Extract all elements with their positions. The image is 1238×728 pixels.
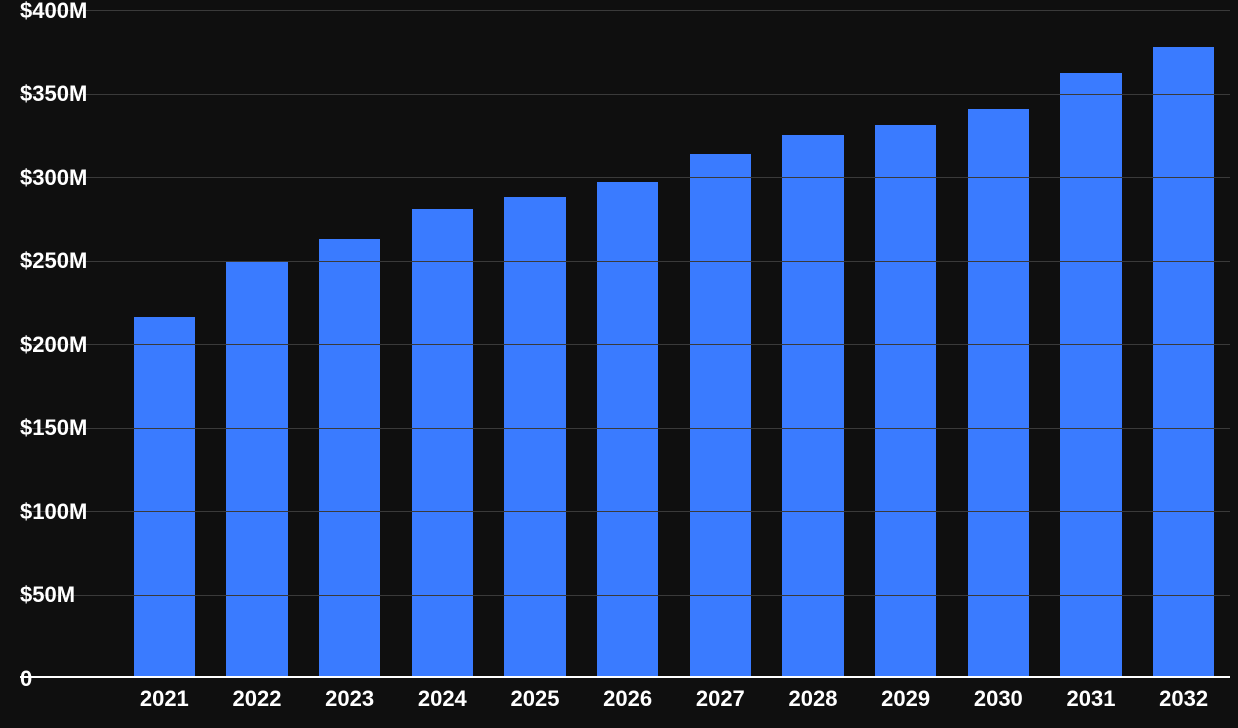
x-tick-label: 2030 — [974, 686, 1023, 712]
gridline — [20, 595, 1230, 596]
y-tick-label: $150M — [20, 415, 87, 441]
x-tick-label: 2021 — [140, 686, 189, 712]
y-tick-label: $400M — [20, 0, 87, 24]
bar — [134, 317, 195, 678]
x-tick-label: 2024 — [418, 686, 467, 712]
bar — [690, 154, 751, 678]
bar — [412, 209, 473, 678]
x-tick-label: 2025 — [511, 686, 560, 712]
bar — [504, 197, 565, 678]
x-axis-line — [20, 676, 1230, 678]
gridline — [20, 177, 1230, 178]
x-tick-label: 2032 — [1159, 686, 1208, 712]
bar-chart: 0 $50M $100M $150M $200M $250M $300M $350M $400M… — [0, 0, 1238, 728]
x-tick-label: 2031 — [1067, 686, 1116, 712]
y-tick-label: $250M — [20, 248, 87, 274]
bar — [319, 239, 380, 678]
y-tick-label: $200M — [20, 332, 87, 358]
gridline — [20, 511, 1230, 512]
x-tick-label: 2027 — [696, 686, 745, 712]
x-tick-label: 2028 — [789, 686, 838, 712]
x-tick-label: 2023 — [325, 686, 374, 712]
gridline — [20, 344, 1230, 345]
gridline — [20, 10, 1230, 11]
bar — [782, 135, 843, 678]
x-tick-label: 2022 — [233, 686, 282, 712]
bar — [1060, 73, 1121, 678]
gridline — [20, 94, 1230, 95]
x-tick-label: 2029 — [881, 686, 930, 712]
y-tick-label: $350M — [20, 81, 87, 107]
x-tick-label: 2026 — [603, 686, 652, 712]
bar — [1153, 47, 1214, 678]
gridline — [20, 428, 1230, 429]
y-tick-label: $100M — [20, 499, 87, 525]
plot-area: 0$50M$100M$150M$200M$250M$300M$350M$400M… — [20, 10, 1230, 678]
y-tick-label: 0 — [20, 666, 32, 692]
bar — [968, 109, 1029, 678]
y-tick-label: $50M — [20, 582, 75, 608]
y-tick-label: $300M — [20, 165, 87, 191]
bar — [597, 182, 658, 678]
bar — [226, 262, 287, 678]
gridline — [20, 261, 1230, 262]
